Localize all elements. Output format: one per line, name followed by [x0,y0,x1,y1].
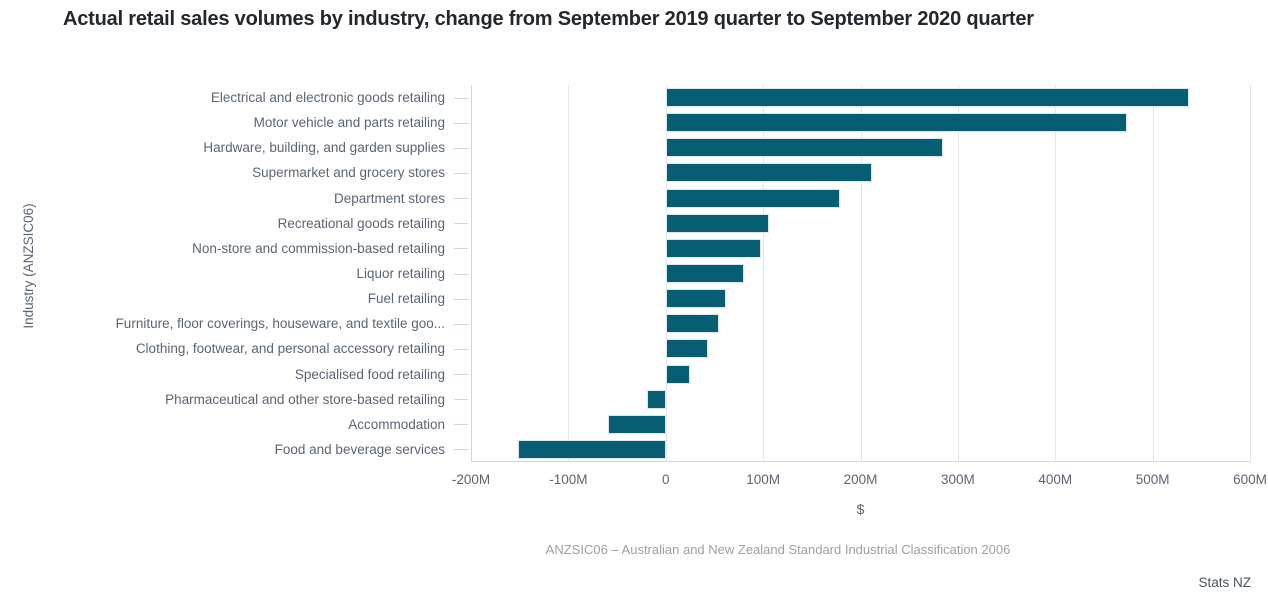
x-axis-line [471,461,1250,462]
category-label: Pharmaceutical and other store-based ret… [165,391,445,407]
category-label: Clothing, footwear, and personal accesso… [135,341,445,357]
category-label: Accommodation [348,416,445,432]
y-tick-mark [454,399,468,401]
x-tick-label: 100M [746,472,781,487]
y-tick-mark [454,147,468,149]
gridline [763,85,765,462]
bar[interactable] [665,88,1189,108]
category-label: Recreational goods retailing [277,215,445,231]
bar[interactable] [608,414,666,434]
y-tick-mark [454,122,468,124]
y-tick-mark [454,198,468,200]
bar[interactable] [665,113,1128,133]
x-axis-title: $ [856,501,865,517]
bar[interactable] [665,138,944,158]
x-tick-label: -200M [451,472,491,487]
y-axis-line [471,85,472,462]
y-tick-mark [454,424,468,426]
category-label: Fuel retailing [367,291,445,307]
category-label: Specialised food retailing [294,366,445,382]
x-tick-label: 300M [940,472,975,487]
category-label: Food and beverage services [274,441,445,457]
gridline [1055,85,1057,462]
x-tick-label: 200M [843,472,878,487]
category-label: Motor vehicle and parts retailing [253,115,445,131]
y-tick-mark [454,97,468,99]
category-label: Supermarket and grocery stores [252,165,445,181]
chart-title: Actual retail sales volumes by industry,… [63,8,1034,30]
bar[interactable] [665,289,727,309]
x-tick-label: 500M [1135,472,1170,487]
y-tick-mark [454,374,468,376]
gridline [1152,85,1154,462]
bar[interactable] [647,389,666,409]
bar[interactable] [665,314,720,334]
plot-area [471,85,1251,462]
category-label: Liquor retailing [356,265,445,281]
bar[interactable] [665,364,691,384]
category-label: Electrical and electronic goods retailin… [210,90,445,106]
x-tick-label: 600M [1233,472,1267,487]
attribution: Stats NZ [1198,575,1251,590]
y-tick-mark [454,348,468,350]
y-tick-mark [454,298,468,300]
y-tick-mark [454,449,468,451]
gridline [568,85,570,462]
y-tick-mark [454,172,468,174]
category-label: Furniture, floor coverings, houseware, a… [115,316,445,332]
gridline [860,85,862,462]
bar[interactable] [665,264,744,283]
bar[interactable] [665,238,762,258]
bar[interactable] [517,439,666,459]
x-tick-label: 0 [661,472,670,487]
gridline [957,85,959,462]
bar[interactable] [665,188,841,208]
y-tick-mark [454,248,468,250]
gridline [1250,85,1251,462]
category-label: Department stores [333,190,445,206]
bar[interactable] [665,213,769,233]
x-tick-label: 400M [1038,472,1073,487]
category-label: Hardware, building, and garden supplies [203,140,445,156]
y-tick-mark [454,273,468,275]
category-label: Non-store and commission-based retailing [192,240,445,256]
x-tick-label: -100M [549,472,588,487]
bar[interactable] [665,339,708,359]
footnote: ANZSIC06 – Australian and New Zealand St… [545,542,1011,557]
bar[interactable] [665,163,873,183]
y-tick-mark [454,323,468,325]
y-tick-mark [454,223,468,225]
